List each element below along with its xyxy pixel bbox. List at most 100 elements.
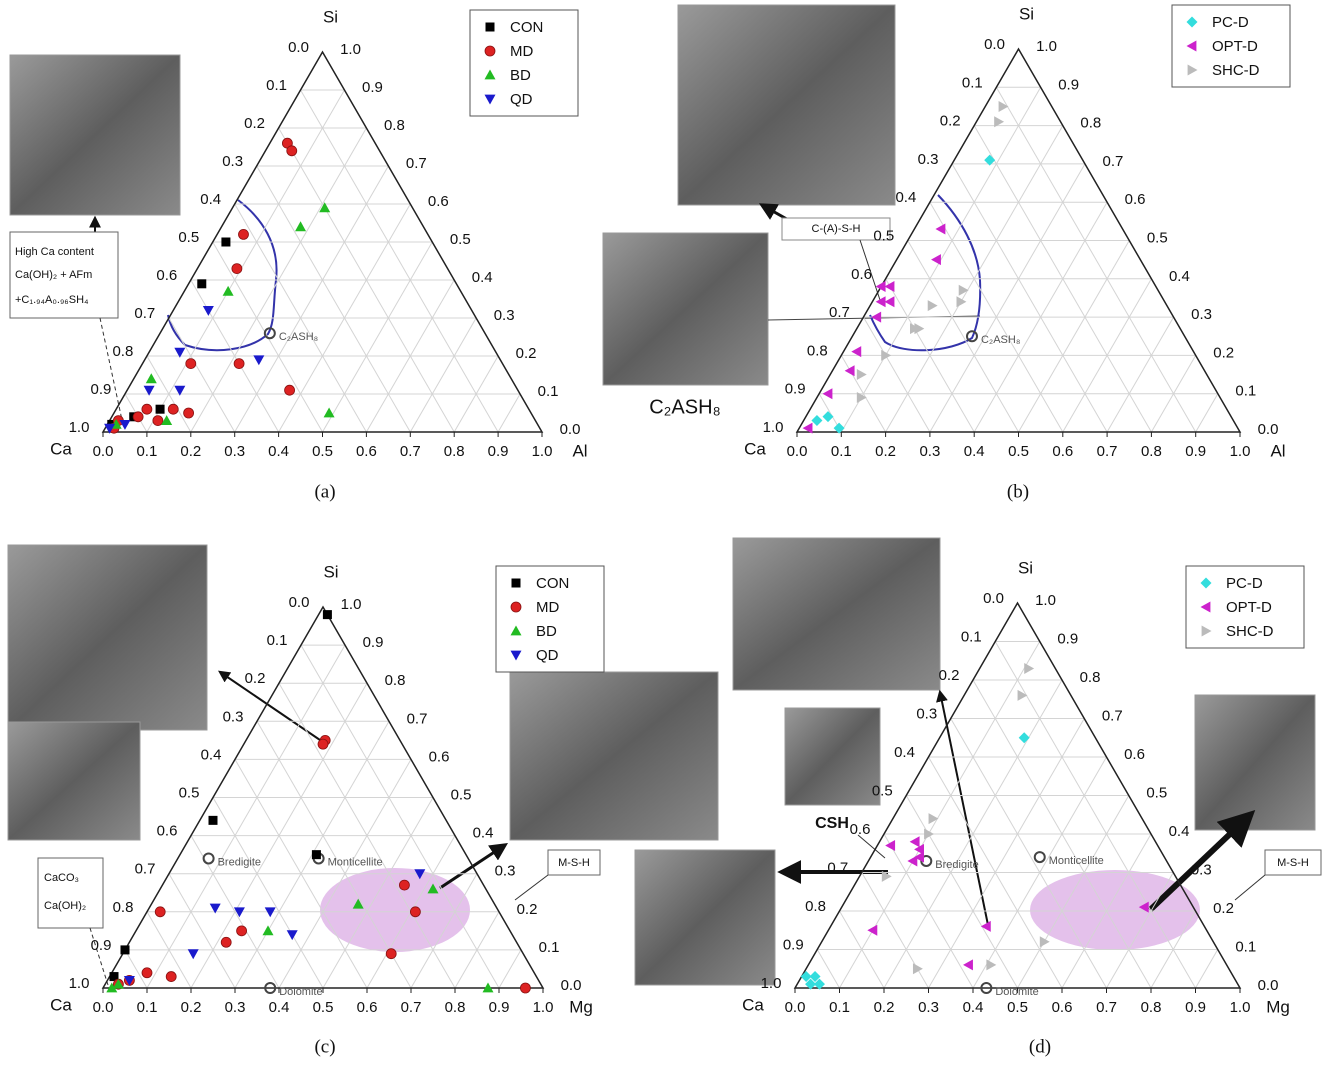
tick-label: 1.0: [340, 41, 361, 58]
tick-label: 0.5: [872, 782, 893, 799]
tick-label: 0.5: [451, 786, 472, 803]
legend-label: QD: [510, 91, 533, 108]
marker: [187, 949, 199, 960]
callout-text: C-(A)-S-H: [812, 223, 861, 235]
marker: [286, 930, 298, 941]
tick-label: 0.7: [827, 859, 848, 876]
marker: [1200, 601, 1211, 613]
marker: [811, 415, 823, 427]
marker: [482, 982, 494, 993]
decor: [7, 4, 1322, 986]
sem-image: [509, 671, 719, 841]
marker: [231, 263, 243, 275]
tick-label: 0.7: [829, 304, 850, 321]
reference-point: [202, 852, 215, 865]
tick-label: 0.4: [1169, 823, 1190, 840]
tick-label: 0.7: [135, 861, 156, 878]
sem-image: [732, 537, 941, 691]
tick-label: 0.1: [961, 628, 982, 645]
tick-label: 0.7: [407, 710, 428, 727]
corner-label: Si: [1018, 558, 1033, 577]
legend-label: MD: [536, 599, 559, 616]
tick-label: 0.1: [266, 77, 287, 94]
grid-line: [1018, 240, 1130, 433]
marker: [104, 423, 116, 434]
tick-label: 0.9: [1185, 999, 1206, 1016]
marker: [986, 959, 997, 971]
reference-label: Monticellite: [328, 856, 383, 868]
tick-label: 0.7: [1096, 999, 1117, 1016]
corner-label: Al: [1270, 441, 1285, 460]
tick-label: 0.4: [201, 746, 222, 763]
tick-label: 0.0: [785, 999, 806, 1016]
tick-label: 0.2: [874, 999, 895, 1016]
marker: [884, 296, 895, 308]
marker: [484, 69, 496, 80]
marker: [253, 355, 265, 366]
tick-label: 0.5: [1007, 999, 1028, 1016]
tick-label: 0.1: [829, 999, 850, 1016]
marker: [1200, 577, 1212, 589]
callout-text: +C₁.₉₄A₀.₉₆SH₄: [15, 294, 89, 306]
marker: [875, 296, 886, 308]
tick-label: 1.0: [1230, 999, 1251, 1016]
corner-label: Si: [323, 562, 338, 581]
marker: [385, 948, 397, 960]
marker: [165, 971, 177, 982]
caption: (d): [1029, 1036, 1051, 1057]
tick-label: 0.7: [1097, 443, 1118, 460]
tick-label: 0.6: [157, 823, 178, 840]
tick-label: 0.0: [984, 36, 1005, 53]
grid-line: [190, 279, 280, 433]
caption: (a): [314, 481, 335, 502]
corner-label: Ca: [744, 439, 766, 458]
grid-line: [168, 317, 236, 433]
triangle-frame: [101, 605, 545, 989]
tick-label: 0.0: [561, 977, 582, 994]
legend-label: BD: [510, 67, 531, 84]
tick-label: 0.2: [181, 999, 202, 1016]
grid-line: [300, 644, 500, 989]
leader: [1234, 874, 1266, 901]
marker: [1187, 64, 1198, 76]
marker: [998, 100, 1009, 112]
grid-line: [146, 89, 345, 433]
tick-label: 0.8: [805, 898, 826, 915]
marker: [233, 358, 245, 370]
tick-label: 0.6: [428, 193, 449, 210]
marker: [414, 869, 426, 880]
grid-line: [454, 911, 500, 989]
tick-label: 0.2: [940, 113, 961, 130]
tick-label: 0.3: [223, 708, 244, 725]
marker: [262, 925, 274, 936]
tick-label: 0.8: [112, 343, 133, 360]
marker: [809, 970, 821, 982]
triangle-frame: [793, 601, 1242, 989]
tick-label: 0.9: [488, 443, 509, 460]
marker: [520, 982, 531, 994]
grid-line: [322, 241, 433, 433]
triangle-frame: [101, 50, 544, 433]
caption: (c): [314, 1036, 335, 1057]
grid-line: [256, 165, 411, 433]
marker: [106, 982, 118, 993]
tick-label: 1.0: [1036, 38, 1057, 55]
tick-label: 0.3: [494, 307, 515, 324]
callout-text: Ca(OH)₂: [44, 900, 86, 912]
boundary-curve: [869, 194, 982, 352]
tick-label: 0.3: [224, 443, 245, 460]
legend-label: CON: [536, 575, 569, 592]
tick-label: 0.0: [560, 421, 581, 438]
corner-label: Ca: [50, 439, 72, 458]
tick-label: 0.4: [269, 999, 290, 1016]
grid-line: [212, 797, 324, 989]
marker: [1138, 901, 1149, 913]
marker: [220, 936, 232, 948]
tick-label: 0.9: [783, 936, 804, 953]
tick-label: 0.1: [538, 383, 559, 400]
tick-label: 0.4: [472, 269, 493, 286]
grid-line: [322, 797, 434, 989]
marker: [914, 843, 924, 855]
tick-label: 0.6: [429, 748, 450, 765]
marker: [871, 311, 882, 323]
